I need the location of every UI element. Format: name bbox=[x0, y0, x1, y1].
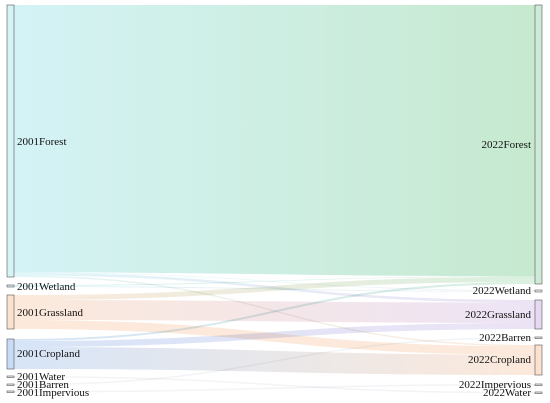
node-2001water bbox=[6, 375, 15, 378]
label-2001grassland: 2001Grassland bbox=[17, 307, 83, 319]
node-2001forest bbox=[6, 4, 15, 278]
node-2001wetland bbox=[6, 284, 15, 288]
sankey-link-water-to-water bbox=[14, 376, 535, 394]
node-2022water bbox=[534, 391, 543, 394]
label-2022barren: 2022Barren bbox=[479, 332, 531, 344]
label-2022water: 2022Water bbox=[483, 387, 531, 399]
label-2022grassland: 2022Grassland bbox=[465, 309, 531, 321]
sankey-nodes bbox=[6, 4, 543, 394]
label-2001impervious: 2001Impervious bbox=[17, 387, 89, 399]
sankey-link-barren-to-barren bbox=[14, 337, 535, 386]
label-2022forest: 2022Forest bbox=[482, 139, 532, 151]
node-2022cropland bbox=[534, 344, 543, 376]
node-2001cropland bbox=[6, 338, 15, 370]
label-2001barren: 2001Barren bbox=[17, 379, 69, 391]
node-2001grassland bbox=[6, 294, 15, 330]
label-2022cropland: 2022Cropland bbox=[468, 354, 531, 366]
label-2001water: 2001Water bbox=[17, 371, 65, 383]
label-2001forest: 2001Forest bbox=[17, 136, 67, 148]
label-2001cropland: 2001Cropland bbox=[17, 348, 80, 360]
node-2022barren bbox=[534, 336, 543, 339]
sankey-link-forest-to-forest bbox=[14, 5, 535, 277]
node-2022forest bbox=[534, 4, 543, 285]
label-2022impervious: 2022Impervious bbox=[459, 379, 531, 391]
sankey-labels: 2001Forest 2001Wetland 2001Grassland 2001Cr… bbox=[17, 136, 531, 399]
label-2022wetland: 2022Wetland bbox=[473, 285, 532, 297]
sankey-link-grassland-to-forest bbox=[14, 276, 535, 300]
sankey-link-cropland-to-forest bbox=[14, 281, 535, 341]
node-2001impervious bbox=[6, 390, 15, 393]
label-2001wetland: 2001Wetland bbox=[17, 281, 76, 293]
node-2022grassland bbox=[534, 299, 543, 330]
node-2022impervious bbox=[534, 383, 543, 386]
sankey-link-forest-to-wetland bbox=[14, 272, 535, 291]
node-2001barren bbox=[6, 383, 15, 386]
sankey-link-cropland-to-grassland bbox=[14, 322, 535, 347]
sankey-link-wetland-to-forest bbox=[14, 276, 535, 286]
node-2022wetland bbox=[534, 289, 543, 293]
sankey-links bbox=[14, 5, 535, 394]
sankey-link-impervious-to-impervious bbox=[14, 384, 535, 393]
